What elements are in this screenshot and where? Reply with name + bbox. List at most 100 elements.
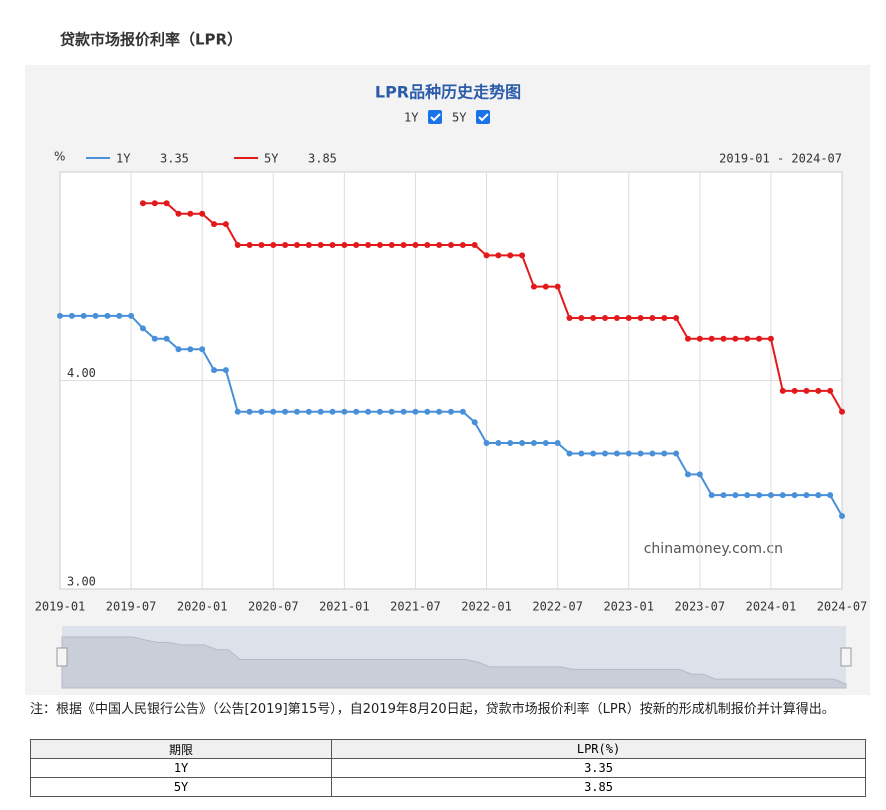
point: [578, 450, 585, 457]
point: [566, 450, 573, 457]
point: [791, 387, 798, 394]
point: [317, 241, 324, 248]
navigator-handle[interactable]: [840, 647, 852, 667]
point: [495, 440, 502, 447]
point: [139, 200, 146, 207]
table-cell: 3.35: [331, 758, 866, 778]
point: [696, 471, 703, 478]
point: [424, 408, 431, 415]
checkbox[interactable]: [428, 110, 442, 124]
point: [649, 314, 656, 321]
x-tick-label: 2019-07: [106, 600, 157, 614]
point: [590, 450, 597, 457]
point: [542, 440, 549, 447]
point: [116, 312, 123, 319]
point: [388, 241, 395, 248]
x-tick-label: 2024-07: [817, 600, 868, 614]
range-label: 2019-01 - 2024-07: [719, 152, 842, 166]
point: [258, 241, 265, 248]
point: [388, 408, 395, 415]
point: [282, 408, 289, 415]
table-header: LPR(%): [331, 739, 866, 759]
y-unit: %: [54, 150, 65, 164]
point: [199, 210, 206, 217]
point: [839, 513, 845, 520]
legend-value: 3.35: [160, 152, 189, 166]
point: [791, 492, 798, 499]
point: [424, 241, 431, 248]
point: [779, 492, 786, 499]
navigator-handle[interactable]: [56, 647, 68, 667]
point: [839, 408, 845, 415]
point: [151, 200, 158, 207]
point: [353, 408, 360, 415]
chart: 贷款市场报价利率（LPR） LPR品种历史走势图 1Y 5Y % 2019-01…: [25, 31, 870, 695]
point: [530, 440, 537, 447]
y-tick-label: 3.00: [67, 575, 96, 589]
point: [578, 314, 585, 321]
point: [815, 387, 822, 394]
navigator-area: [61, 636, 847, 689]
point: [720, 492, 727, 499]
x-tick-label: 2019-01: [35, 600, 86, 614]
legend-label: 5Y: [264, 152, 279, 166]
point: [258, 408, 265, 415]
point: [483, 252, 490, 259]
x-tick-label: 2020-01: [177, 600, 228, 614]
point: [175, 210, 182, 217]
point: [554, 283, 561, 290]
lpr-table: 期限 LPR(%) 1Y 3.35 5Y 3.85: [29, 739, 866, 797]
point: [151, 335, 158, 342]
point: [341, 241, 348, 248]
point: [471, 419, 478, 426]
point: [317, 408, 324, 415]
point: [234, 408, 241, 415]
point: [353, 241, 360, 248]
point: [80, 312, 87, 319]
point: [305, 408, 312, 415]
point: [187, 346, 194, 353]
table-header: 期限: [29, 739, 333, 759]
point: [400, 241, 407, 248]
point: [542, 283, 549, 290]
point: [625, 450, 632, 457]
point: [744, 492, 751, 499]
point: [566, 314, 573, 321]
point: [507, 440, 514, 447]
point: [163, 335, 170, 342]
point: [590, 314, 597, 321]
point: [412, 408, 419, 415]
point: [436, 408, 443, 415]
table-cell: 5Y: [29, 777, 333, 797]
x-tick-label: 2021-07: [390, 600, 441, 614]
point: [448, 241, 454, 248]
point: [684, 471, 691, 478]
point: [756, 492, 763, 499]
point: [519, 440, 526, 447]
point: [293, 408, 300, 415]
point: [365, 241, 372, 248]
point: [602, 314, 609, 321]
x-tick-label: 2020-07: [248, 600, 299, 614]
point: [270, 408, 277, 415]
point: [376, 408, 383, 415]
point: [732, 335, 739, 342]
point: [365, 408, 372, 415]
point: [211, 221, 218, 228]
legend-label: 1Y: [116, 152, 131, 166]
toggle-label[interactable]: 5Y: [452, 111, 467, 125]
point: [305, 241, 312, 248]
point: [139, 325, 146, 332]
checkbox[interactable]: [476, 110, 490, 124]
point: [128, 312, 135, 319]
x-tick-label: 2023-01: [603, 600, 654, 614]
point: [815, 492, 822, 499]
toggle-label[interactable]: 1Y: [404, 111, 419, 125]
point: [459, 408, 466, 415]
point: [199, 346, 206, 353]
point: [376, 241, 383, 248]
point: [720, 335, 727, 342]
point: [779, 387, 786, 394]
chart-title: LPR品种历史走势图: [375, 83, 521, 102]
